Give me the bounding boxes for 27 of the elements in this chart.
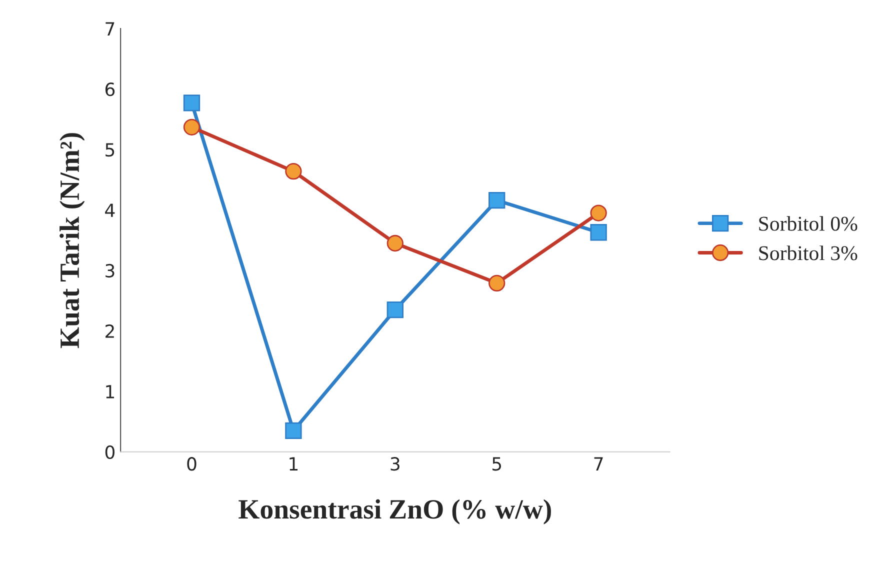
point xyxy=(590,224,607,241)
x-tick-label: 1 xyxy=(290,457,298,470)
y-tick-label: 4 xyxy=(105,204,115,217)
point xyxy=(285,422,302,440)
legend-label: Sorbitol 0% xyxy=(759,216,858,231)
point xyxy=(386,234,404,252)
x-axis-title: Konsentrasi ZnO (% w/w) xyxy=(238,499,551,524)
y-axis-title: Kuat Tarik (N/m²) xyxy=(60,133,85,348)
x-tick-label: 3 xyxy=(390,457,400,471)
y-tick-label: 6 xyxy=(105,82,115,96)
y-tick-label: 1 xyxy=(106,385,114,398)
point xyxy=(488,192,506,209)
x-tick-label: 0 xyxy=(187,457,196,471)
y-tick-label: 3 xyxy=(106,264,114,278)
y-tick-label: 5 xyxy=(106,143,114,157)
y-tick-label: 7 xyxy=(106,22,114,36)
y-tick-label: 0 xyxy=(105,445,114,459)
point xyxy=(590,204,607,222)
x-tick-label: 7 xyxy=(594,457,603,470)
point xyxy=(183,118,200,136)
point xyxy=(488,274,506,292)
point xyxy=(183,94,200,112)
legend-label: Sorbitol 3% xyxy=(759,246,858,260)
x-tick-label: 5 xyxy=(492,457,502,471)
point xyxy=(386,301,404,318)
y-tick-label: 2 xyxy=(106,324,114,338)
point xyxy=(285,162,302,180)
